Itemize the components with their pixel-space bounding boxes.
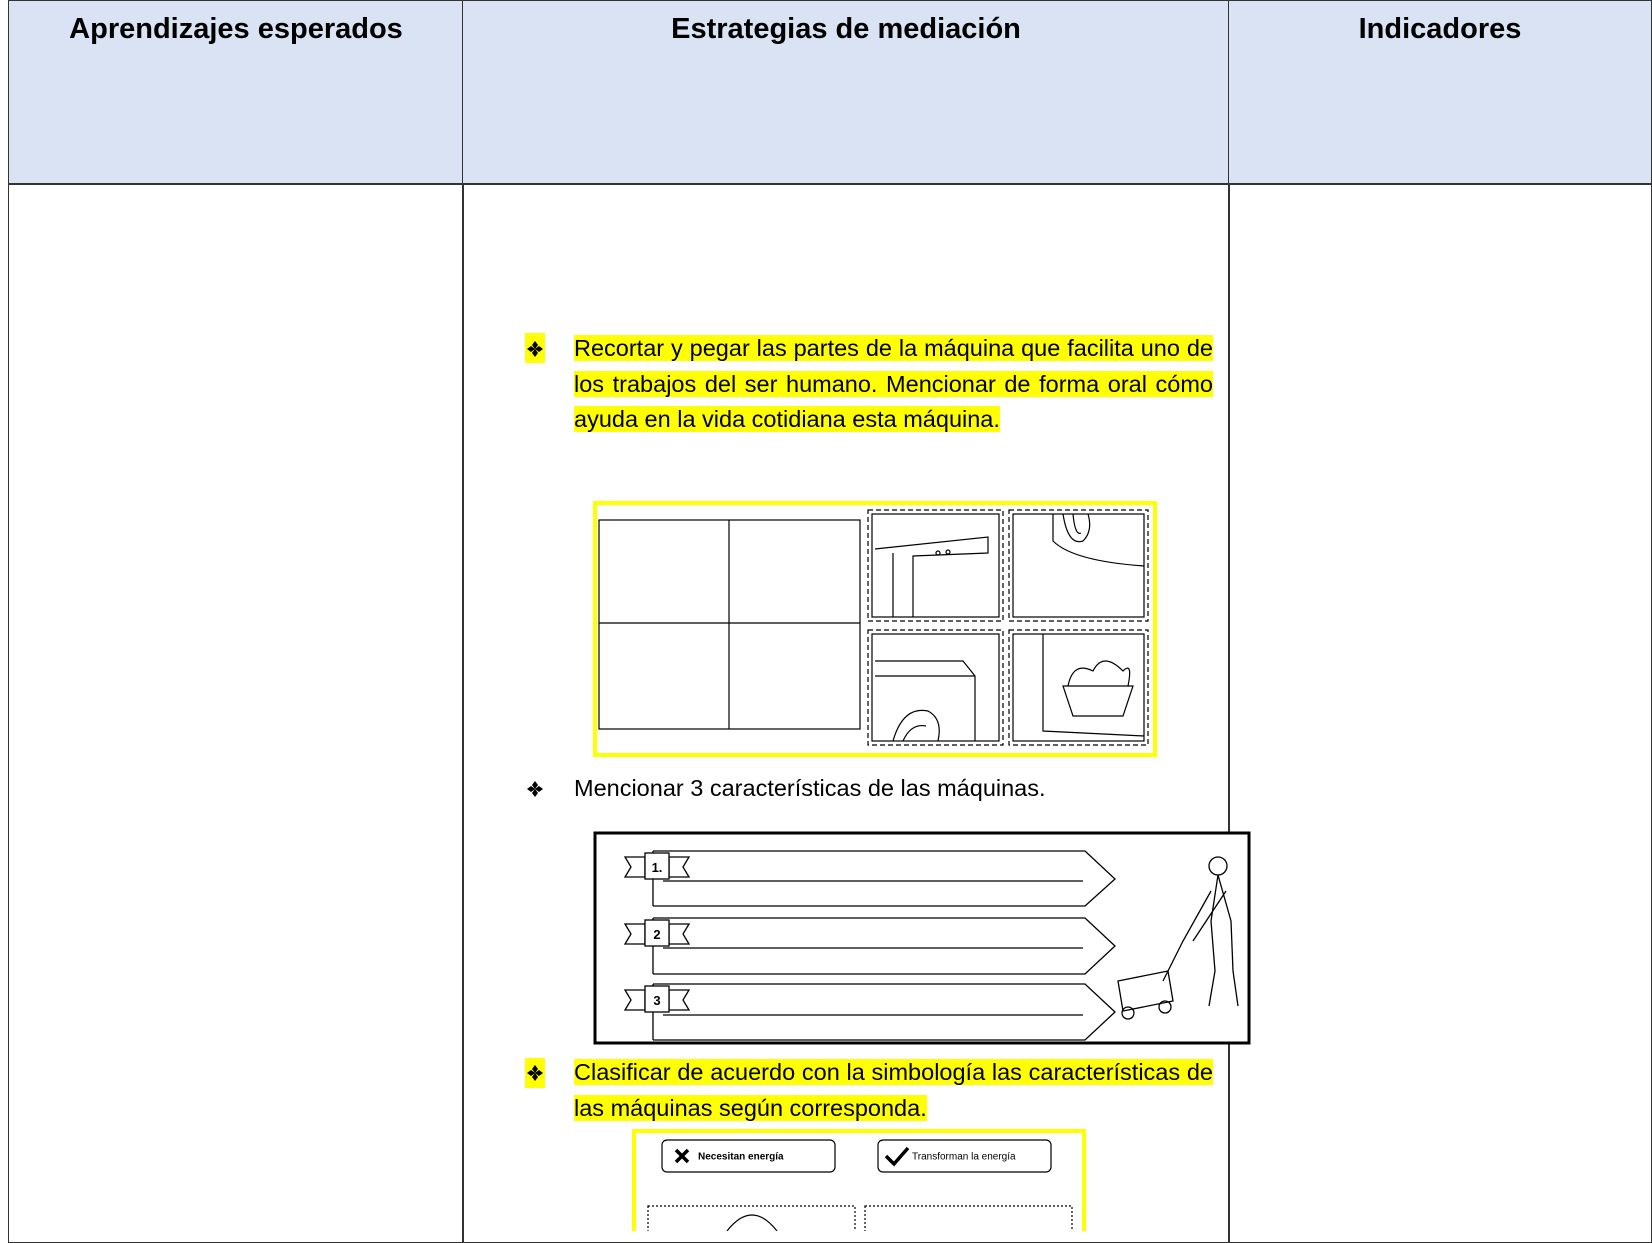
- bullet: [527, 1065, 543, 1081]
- header-cell: Indicadores: [1228, 0, 1652, 185]
- item-number: 2: [653, 927, 660, 942]
- header-text: Aprendizajes esperados: [69, 13, 403, 45]
- strategy-span: Recortar y pegar las partes de la máquin…: [574, 335, 1213, 432]
- strategy-text: Mencionar 3 características de las máqui…: [574, 775, 1046, 801]
- header-cell: Aprendizajes esperados: [8, 0, 464, 185]
- characteristics-worksheet: 1. 2 3: [593, 831, 1251, 1045]
- header-cell: Estrategias de mediación: [462, 0, 1230, 185]
- classify-label: Necesitan energía: [698, 1152, 784, 1163]
- bullet: [527, 341, 543, 357]
- strategy-text: Recortar y pegar las partes de la máquin…: [574, 331, 1213, 438]
- cut-paste-worksheet: [593, 501, 1157, 757]
- strategy-text: Clasificar de acuerdo con la simbología …: [574, 1055, 1213, 1126]
- header-text: Indicadores: [1358, 13, 1522, 45]
- header-text: Estrategias de mediación: [671, 13, 1021, 45]
- classify-label: Transforman la energía: [912, 1152, 1016, 1163]
- item-number: 3: [653, 993, 660, 1008]
- classify-worksheet: Necesitan energía Transforman la energía: [632, 1129, 1086, 1231]
- item-number: 1.: [652, 860, 663, 875]
- strategy-span: Clasificar de acuerdo con la simbología …: [574, 1059, 1213, 1121]
- bullet: [527, 781, 543, 797]
